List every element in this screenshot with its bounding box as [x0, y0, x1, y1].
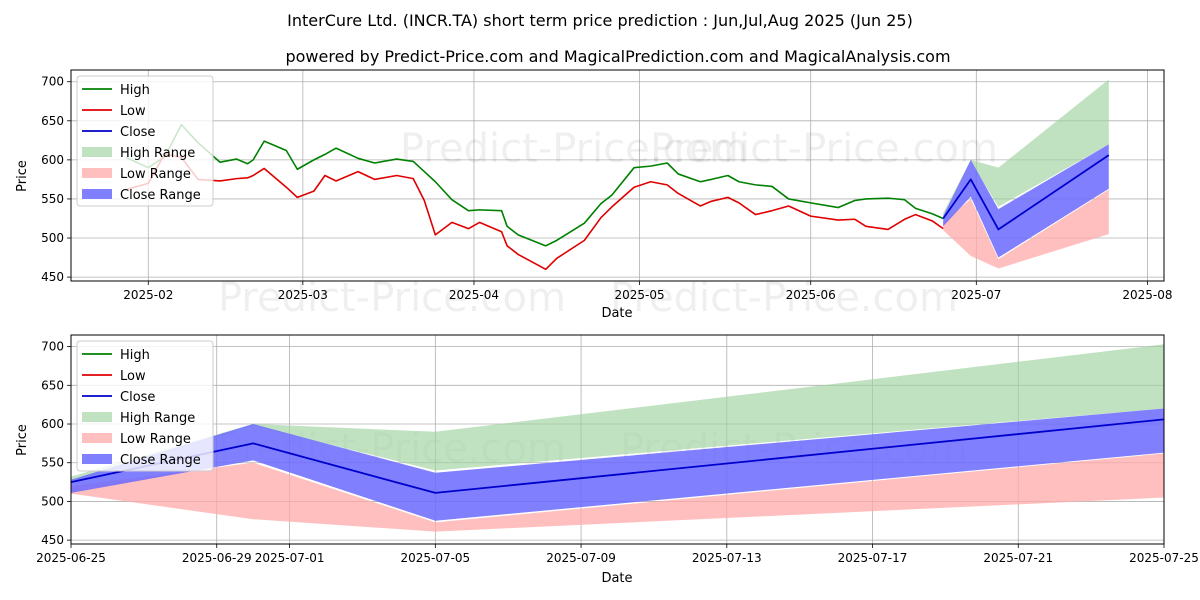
close-range-band	[71, 408, 1164, 521]
top-panel-grid	[71, 70, 1164, 281]
y-tick-label: 500	[41, 494, 64, 508]
y-tick-label: 650	[41, 114, 64, 128]
legend-label: Low	[120, 104, 146, 119]
top-panel-legend: High Low Close High Range Low Range Close Ran…	[76, 75, 214, 207]
low-range-band	[71, 453, 1164, 532]
y-tick-label: 450	[41, 533, 64, 547]
bottom-x-axis-label: Date	[601, 571, 632, 586]
x-tick-label: 2025-06	[786, 288, 836, 302]
x-tick-label: 2025-07-25	[1129, 551, 1199, 565]
legend-label: High Range	[120, 411, 195, 426]
close-forecast-line	[942, 154, 1110, 231]
bottom-panel-y-ticks: 450 500 550 600 650 700	[41, 340, 71, 547]
bottom-panel-legend: High Low Close High Range Low Range Close Ran…	[76, 340, 214, 472]
top-y-axis-label: Price	[15, 160, 30, 192]
x-tick-label: 2025-08	[1122, 288, 1172, 302]
legend-swatch	[82, 433, 112, 443]
chart-title: InterCure Ltd. (INCR.TA) short term pric…	[287, 11, 913, 30]
x-tick-label: 2025-03	[278, 288, 328, 302]
watermark-text: Predict-Price.com	[610, 275, 958, 321]
y-tick-label: 700	[41, 340, 64, 354]
legend-swatch	[82, 168, 112, 178]
y-tick-label: 550	[41, 456, 64, 470]
x-tick-label: 2025-05	[615, 288, 665, 302]
watermark-text: Predict-Price.com	[400, 126, 748, 172]
legend-label: Low	[120, 369, 146, 384]
top-panel-frame	[70, 69, 1165, 282]
high-line	[125, 123, 944, 247]
high-range-band	[943, 79, 1109, 219]
y-tick-label: 650	[41, 378, 64, 392]
watermark-text: Predict-Price.com	[218, 275, 566, 321]
x-tick-label: 2025-07	[951, 288, 1001, 302]
x-tick-label: 2025-07-13	[692, 551, 762, 565]
top-panel-y-ticks: 450 500 550 600 650 700	[41, 75, 71, 284]
top-panel-x-ticks: 2025-02 2025-03 2025-04 2025-05 2025-06 2025-…	[123, 281, 1173, 302]
legend-label: Low Range	[120, 432, 191, 447]
close-range-band	[943, 144, 1109, 258]
legend-swatch	[82, 147, 112, 157]
x-tick-label: 2025-07-05	[400, 551, 470, 565]
y-tick-label: 550	[41, 192, 64, 206]
y-tick-label: 450	[41, 270, 64, 284]
y-tick-label: 600	[41, 417, 64, 431]
bottom-panel-ranges	[71, 344, 1164, 532]
top-panel: Predict-Price.com Predict-Price.com Pred…	[15, 69, 1173, 321]
top-panel-ranges	[943, 79, 1109, 269]
legend-swatch	[82, 454, 112, 464]
legend-label: High Range	[120, 146, 195, 161]
legend-label: Close	[120, 125, 155, 140]
x-tick-label: 2025-04	[449, 288, 499, 302]
bottom-panel-frame	[70, 334, 1165, 545]
y-tick-label: 500	[41, 231, 64, 245]
y-tick-label: 600	[41, 153, 64, 167]
y-tick-label: 700	[41, 75, 64, 89]
high-range-band	[71, 344, 1164, 483]
legend-swatch	[82, 189, 112, 199]
legend-swatch	[82, 412, 112, 422]
x-tick-label: 2025-06-29	[182, 551, 252, 565]
legend-label: Close Range	[120, 453, 201, 468]
legend-label: Close Range	[120, 188, 201, 203]
low-range-band	[943, 189, 1109, 269]
legend-label: High	[120, 348, 150, 363]
low-line	[125, 152, 944, 271]
x-tick-label: 2025-07-09	[546, 551, 616, 565]
x-tick-label: 2025-06-25	[36, 551, 106, 565]
bottom-panel: Predict-Price.com Predict-Price.com 2025…	[15, 334, 1199, 586]
top-panel-lines	[125, 123, 1110, 271]
top-panel-watermark: Predict-Price.com Predict-Price.com Pred…	[218, 126, 998, 321]
x-tick-label: 2025-02	[123, 288, 173, 302]
chart-subtitle: powered by Predict-Price.com and Magical…	[285, 47, 950, 66]
x-tick-label: 2025-07-01	[255, 551, 325, 565]
top-x-axis-label: Date	[601, 306, 632, 321]
legend-label: Low Range	[120, 167, 191, 182]
x-tick-label: 2025-07-17	[838, 551, 908, 565]
legend-label: High	[120, 83, 150, 98]
bottom-y-axis-label: Price	[15, 424, 30, 456]
bottom-panel-x-ticks: 2025-06-25 2025-06-29 2025-07-01 2025-07-05…	[36, 544, 1199, 565]
x-tick-label: 2025-07-21	[983, 551, 1053, 565]
legend-label: Close	[120, 390, 155, 405]
watermark-text: Predict-Price.com	[650, 126, 998, 172]
